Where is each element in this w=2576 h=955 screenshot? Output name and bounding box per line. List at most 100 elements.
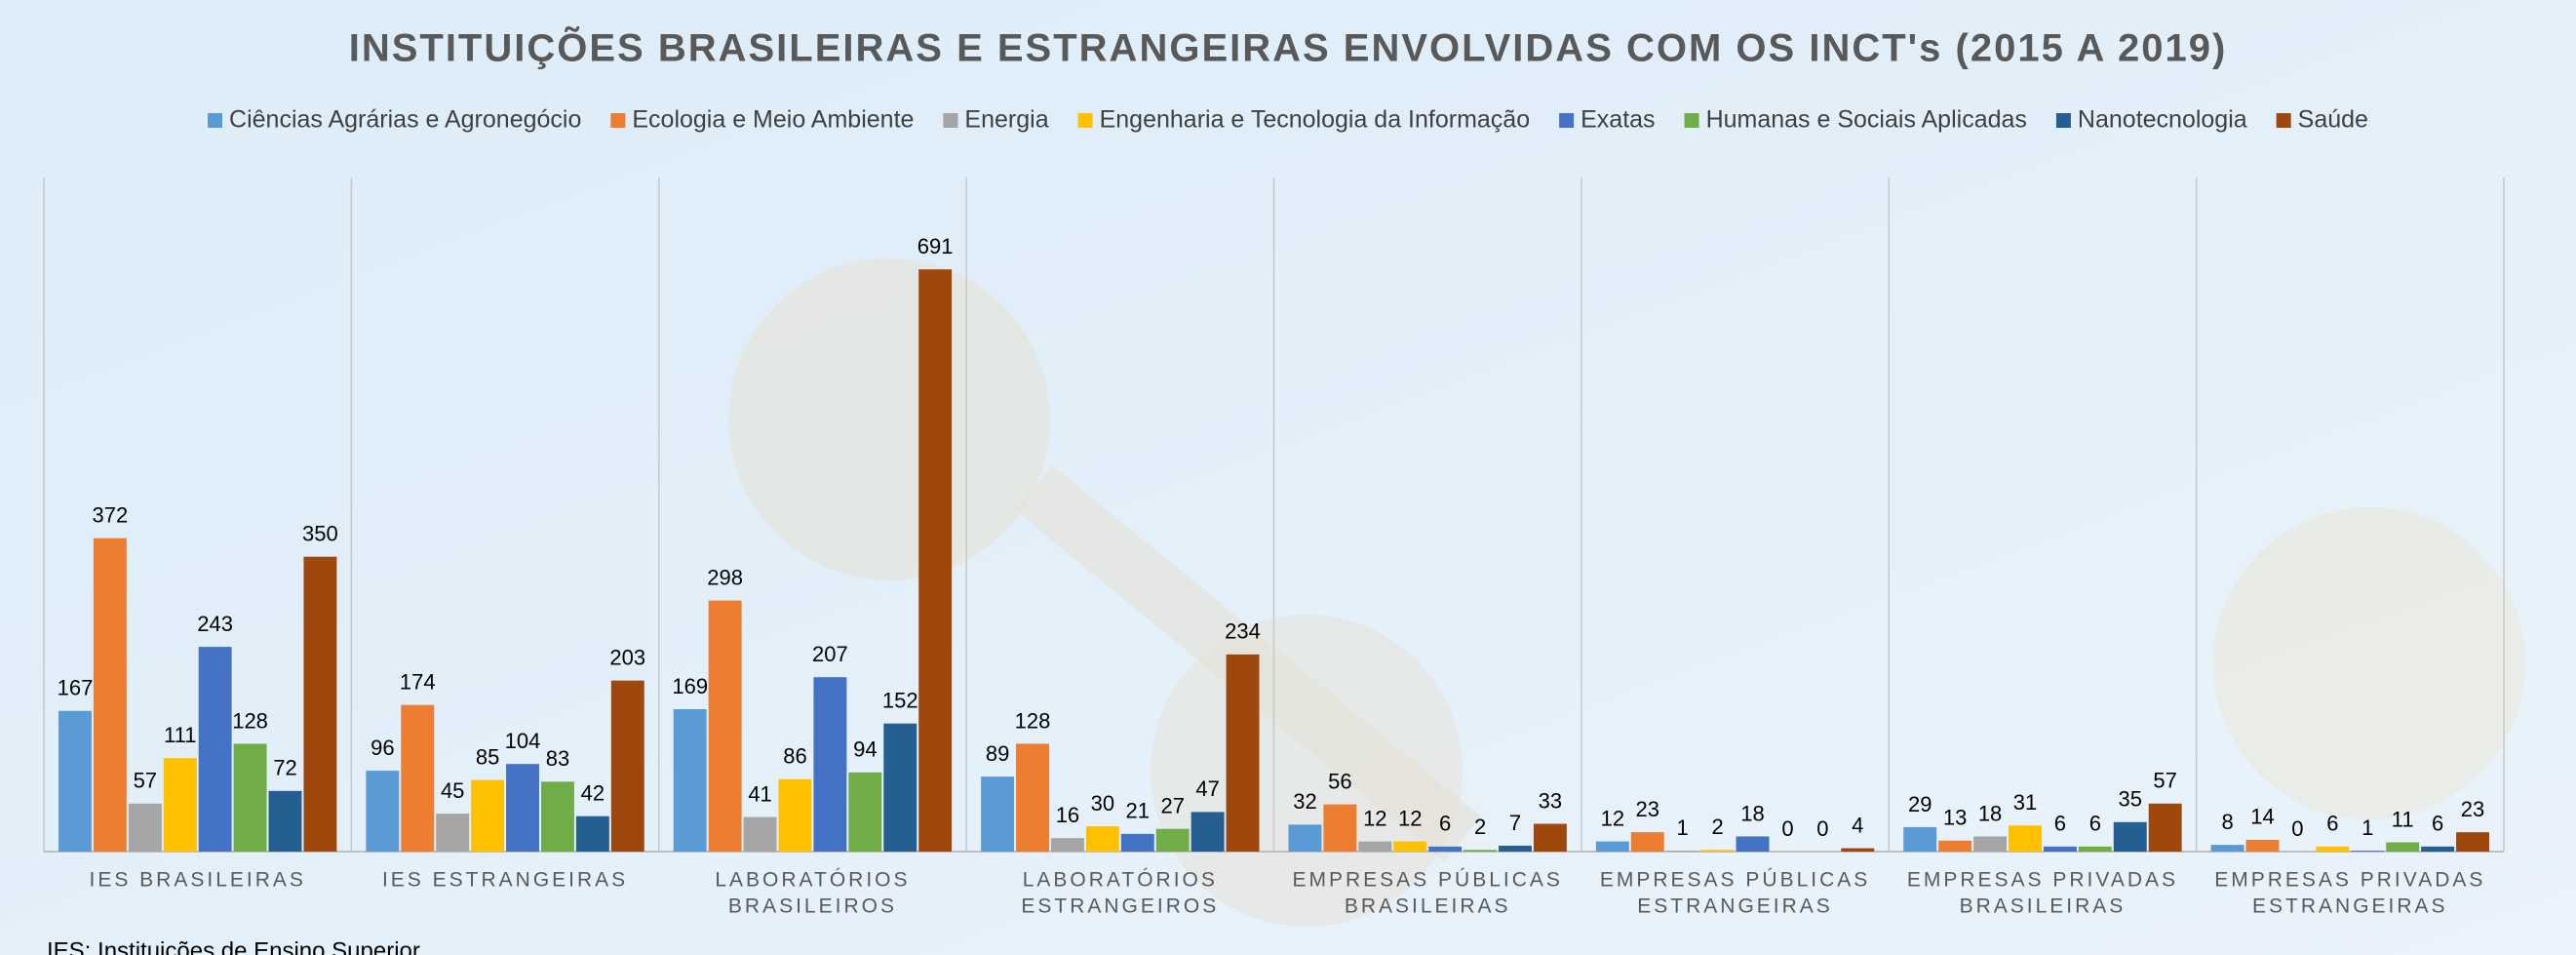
data-label: 7 [1509,811,1521,835]
bar [575,816,609,852]
data-label: 1 [1677,816,1689,840]
legend-swatch [1559,113,1575,128]
data-label: 45 [441,778,464,803]
data-label: 11 [2392,807,2414,831]
bar [233,743,267,852]
x-tick-label: BRASILEIRAS [1960,895,2127,918]
bar [1700,850,1735,852]
decoration [728,259,1050,580]
data-label: 1 [2361,816,2373,840]
bar [813,677,847,852]
bar [2386,842,2420,852]
data-label: 6 [2054,812,2066,836]
bar [1393,841,1427,852]
data-label: 16 [1056,803,1079,827]
bar [1973,836,2008,852]
data-label: 96 [371,736,394,760]
data-label: 174 [400,670,436,695]
data-label: 32 [1293,789,1316,814]
data-label: 4 [1852,813,1863,837]
data-label: 12 [1363,806,1386,830]
bar [1226,654,1260,852]
data-label: 128 [1015,708,1051,733]
bar [848,772,882,852]
bar [2113,821,2147,852]
bar [1155,828,1190,852]
legend-label: Ecologia e Meio Ambiente [632,106,914,134]
x-tick-label: LABORATÓRIOS [1023,869,1218,892]
x-tick-label: EMPRESAS PÚBLICAS [1292,869,1562,892]
bar [1595,841,1629,852]
bar [883,723,917,852]
data-label: 41 [748,781,771,806]
legend-swatch [1077,113,1093,128]
bar [2316,846,2350,852]
bar [1464,850,1498,852]
data-label: 6 [2326,812,2338,836]
legend-swatch [2276,113,2291,128]
data-label: 85 [476,744,499,769]
x-tick-label: BRASILEIRAS [1345,895,1511,918]
data-label: 372 [93,502,129,527]
data-label: 31 [2013,790,2037,815]
bar [436,814,470,852]
data-label: 298 [707,565,743,589]
legend-label: Engenharia e Tecnologia da Informação [1100,106,1531,134]
data-label: 94 [853,737,877,762]
data-label: 18 [1740,801,1764,825]
legend-label: Saúde [2298,106,2368,134]
bar [708,600,742,852]
data-label: 86 [783,744,806,769]
data-label: 83 [546,746,569,771]
footnote: IES: Instituições de Ensino Superior [47,937,420,955]
bar [1288,824,1322,852]
data-label: 207 [812,642,848,666]
bar [1736,836,1770,852]
bar [1938,840,1972,852]
bar [610,680,644,852]
legend-swatch [2055,113,2071,128]
bar [401,704,435,852]
data-label: 234 [1225,619,1261,644]
data-label: 243 [197,612,233,636]
data-label: 152 [882,689,918,713]
bar [1085,826,1119,852]
bar [1190,812,1225,852]
bar [471,779,505,852]
x-tick-label: BRASILEIROS [728,895,897,918]
x-tick-label: EMPRESAS PÚBLICAS [1600,869,1870,892]
bar [1903,826,1937,852]
data-label: 72 [273,756,296,780]
data-label: 27 [1160,793,1184,817]
bar [59,710,92,852]
data-label: 169 [672,674,708,698]
bar [540,781,574,852]
bar [2210,845,2244,852]
data-label: 350 [302,522,338,546]
bar [93,537,127,852]
bar [778,778,812,852]
data-label: 21 [1126,799,1150,823]
data-label: 167 [58,676,94,700]
x-tick-label: LABORATÓRIOS [715,869,910,892]
bar [673,709,707,852]
x-tick-label: EMPRESAS PRIVADAS [1907,869,2178,892]
legend-label: Nanotecnologia [2078,106,2247,134]
data-label: 42 [581,781,605,806]
data-label: 13 [1943,806,1967,830]
bar [2078,846,2112,852]
data-label: 23 [2461,797,2484,821]
data-label: 89 [986,741,1009,766]
data-label: 111 [164,723,196,747]
data-label: 128 [232,708,268,733]
bar [1016,743,1049,852]
bar [1841,848,1875,852]
x-tick-label: IES BRASILEIRAS [89,869,305,892]
bar [303,556,337,852]
bar [2148,803,2182,852]
data-label: 0 [1816,816,1828,841]
bar [128,803,162,852]
data-label: 0 [2291,816,2303,841]
data-label: 6 [2432,812,2443,836]
